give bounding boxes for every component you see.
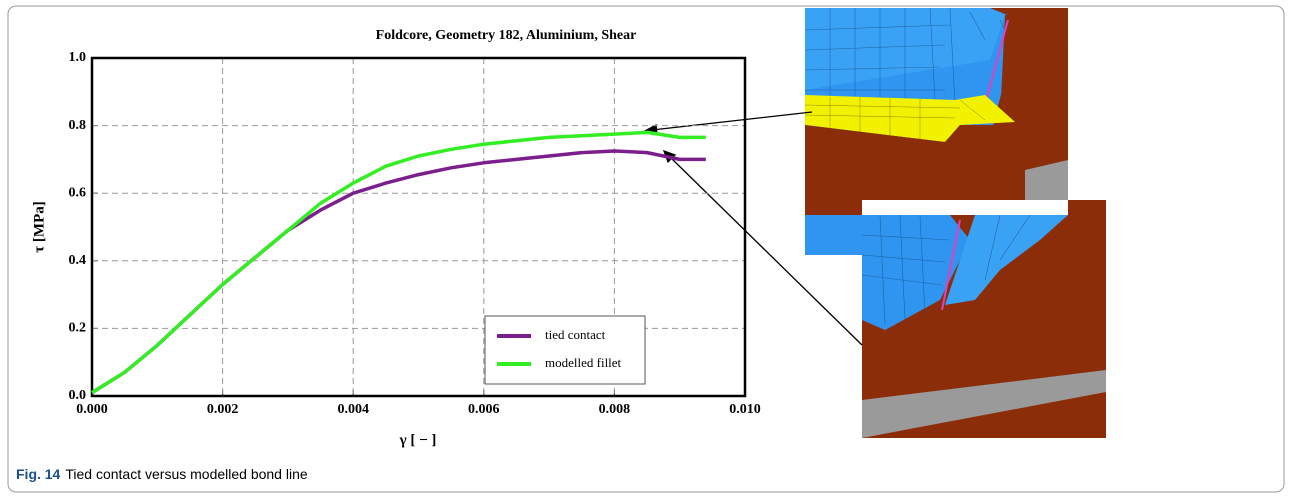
y-axis-label: τ [MPa] — [31, 201, 47, 252]
x-tick-label: 0.010 — [729, 402, 761, 417]
chart-title: Foldcore, Geometry 182, Aluminium, Shear — [376, 28, 637, 43]
mesh-image-bottom — [862, 200, 1106, 438]
x-tick-label: 0.008 — [599, 402, 631, 417]
x-tick-label: 0.002 — [207, 402, 239, 417]
y-tick-label: 0.8 — [69, 118, 87, 133]
y-tick-label: 0.2 — [69, 321, 87, 336]
y-tick-label: 1.0 — [69, 50, 87, 65]
x-tick-label: 0.006 — [468, 402, 500, 417]
figure: Foldcore, Geometry 182, Aluminium, Shear… — [0, 0, 1292, 499]
caption-label: Fig. 14 — [16, 466, 61, 482]
y-tick-label: 0.0 — [69, 388, 87, 403]
legend-label: tied contact — [545, 327, 606, 342]
plot-frame — [92, 58, 745, 396]
x-axis-label: γ [ − ] — [399, 432, 437, 448]
plot: 0.0 0.2 0.4 0.6 0.8 1.0 0.000 0.002 0.004 0.006 0.… — [69, 50, 761, 417]
x-tick-label: 0.004 — [337, 402, 369, 417]
y-tick-label: 0.6 — [69, 185, 87, 200]
legend-label: modelled fillet — [545, 355, 622, 370]
caption-text: Tied contact versus modelled bond line — [65, 466, 308, 482]
x-tick-label: 0.000 — [76, 402, 108, 417]
y-tick-label: 0.4 — [69, 253, 87, 268]
